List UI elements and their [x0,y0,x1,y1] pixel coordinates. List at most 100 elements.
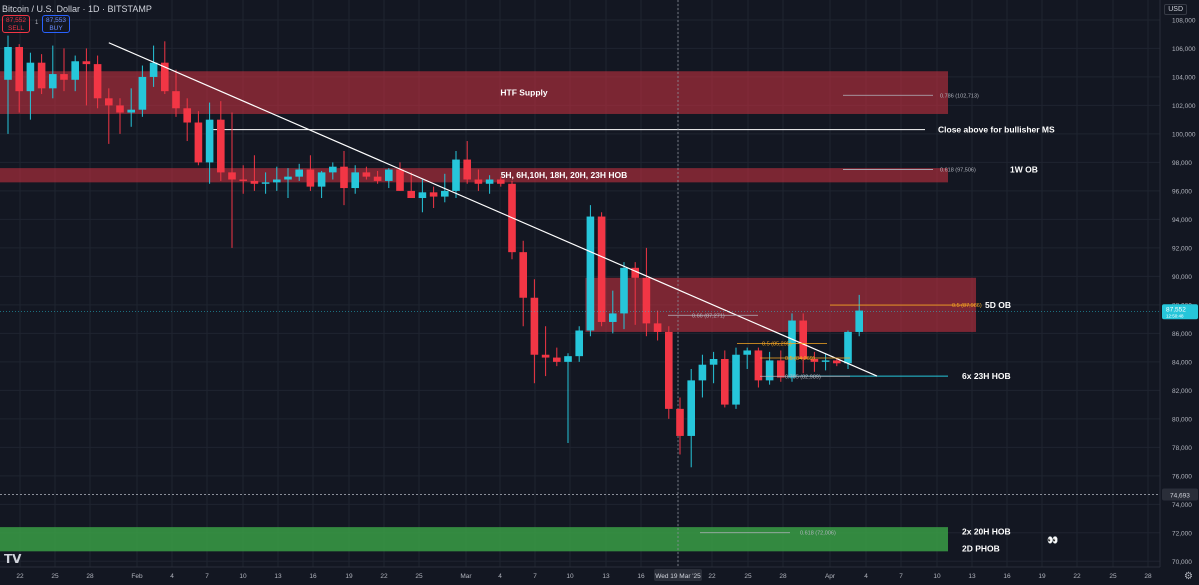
crosshair-price-box [1162,488,1198,501]
y-tick-label: 96,000 [1172,188,1192,195]
candle-body [385,169,393,181]
x-tick-label: 25 [51,573,59,580]
x-tick-label: 13 [274,573,282,580]
candle-body [15,47,23,92]
x-tick-label: 28 [1144,573,1152,580]
candle-body [777,360,785,378]
candle-body [844,331,852,364]
candle-body [37,62,46,89]
candle-body [26,62,35,92]
candle-body [161,62,169,92]
y-tick-label: 98,000 [1172,160,1192,167]
candle-body [698,364,707,381]
candle-body [329,166,337,173]
y-tick-label: 84,000 [1172,359,1192,366]
buy-label: BUY [49,25,63,32]
fib-level-label: 0.66 (87,271) [692,313,725,319]
x-tick-label: 22 [380,573,388,580]
y-tick-label: 74,000 [1172,502,1192,509]
x-tick-label: 4 [170,573,174,580]
candle-body [676,408,684,436]
candle-body [541,354,550,358]
current-price-countdown: 12:50:48 [1166,313,1184,318]
buy-button[interactable]: 87,553 BUY [42,15,70,33]
candle-body [575,330,583,357]
candle-body [373,176,382,181]
y-tick-label: 76,000 [1172,473,1192,480]
x-tick-label: Wed 19 Mar '25 [655,573,701,580]
x-tick-label: Apr [825,573,836,580]
y-tick-label: 72,000 [1172,530,1192,537]
y-tick-label: 82,000 [1172,388,1192,395]
candle-body [340,166,348,189]
x-tick-label: 13 [602,573,610,580]
candle-body [239,179,247,181]
current-price-label: 87,552 [1166,306,1186,313]
zone-supply [0,168,948,183]
sell-button[interactable]: 87,552 SELL [2,15,30,33]
candle-body [665,331,673,409]
candle-body [71,61,79,80]
candle-body [553,357,561,362]
x-tick-label: 22 [708,573,716,580]
candle-body [217,119,225,173]
x-tick-label: 19 [1038,573,1046,580]
candle-body [138,76,147,110]
sell-price: 87,552 [6,17,26,24]
x-tick-label: 10 [566,573,574,580]
candle-body [284,176,292,180]
annotation-label: Close above for bullisher MS [938,125,1055,135]
crosshair-date-box [654,569,702,581]
candle-body [418,192,427,199]
candle-body [205,119,214,163]
candle-body [261,182,270,184]
fib-level-label: 0.786 (102,713) [940,93,979,99]
annotation-label: 5D OB [985,300,1011,310]
candle-body [127,109,135,113]
x-tick-label: 28 [86,573,94,580]
candle-body [4,47,12,80]
fib-level-label: 0.5 (85,295) [762,341,792,347]
y-tick-label: 106,000 [1172,46,1196,53]
y-tick-label: 86,000 [1172,331,1192,338]
candle-body [273,179,281,183]
gear-icon[interactable]: ⚙ [1184,571,1193,582]
x-tick-label: 16 [637,573,645,580]
y-tick-label: 92,000 [1172,245,1192,252]
candle-body [452,159,460,191]
x-tick-label: 19 [345,573,353,580]
fib-level-label: 0.5 (84,269) [785,356,815,362]
candle-body [631,267,639,278]
x-tick-label: 22 [1073,573,1081,580]
candle-body [396,169,404,191]
annotation-label: 1W OB [1010,165,1038,175]
fib-level-label: 0.618 (72,006) [800,531,836,537]
candle-body [530,297,539,355]
x-tick-label: 25 [415,573,423,580]
candle-body [463,159,471,180]
x-tick-label: 4 [864,573,868,580]
candle-body [82,61,91,65]
candle-body [93,64,102,99]
symbol-title: Bitcoin / U.S. Dollar · 1D · BITSTAMP [2,4,152,14]
tradingview-logo-icon: 𝗧𝗩 [4,552,22,566]
fib-level-label: 0.705 (82,989) [785,374,821,380]
current-price-box [1162,304,1198,320]
x-tick-label: Feb [131,573,143,580]
sell-label: SELL [8,25,24,32]
y-tick-label: 104,000 [1172,74,1196,81]
candle-body [183,108,191,123]
candle-body [351,172,359,189]
candle-body [642,277,651,324]
x-tick-label: 16 [1003,573,1011,580]
candle-body [149,62,158,77]
candle-body [60,74,68,80]
candle-body [485,179,494,184]
x-tick-label: 7 [533,573,537,580]
currency-selector[interactable]: USD [1164,4,1187,15]
candle-body [810,359,819,362]
y-tick-label: 78,000 [1172,445,1192,452]
x-tick-label: Mar [460,573,472,580]
candle-body [172,91,180,109]
